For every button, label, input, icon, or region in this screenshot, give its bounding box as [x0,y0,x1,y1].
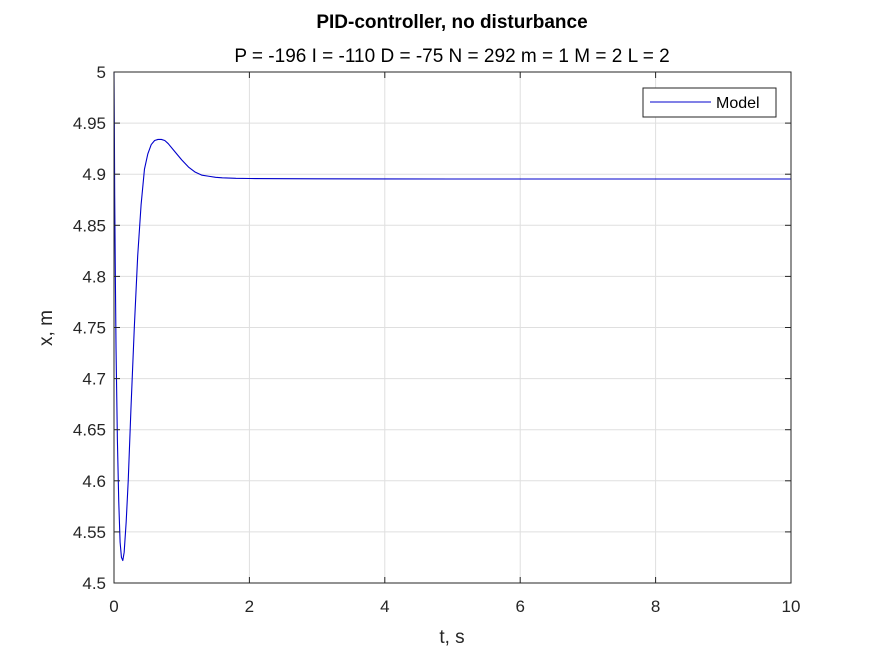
legend-label-model: Model [716,95,760,112]
y-tick-label: 4.75 [73,319,106,338]
x-tick-label: 4 [380,597,389,616]
y-tick-label: 4.7 [82,370,106,389]
y-tick-label: 4.95 [73,114,106,133]
y-tick-label: 4.65 [73,421,106,440]
chart-subtitle: P = -196 I = -110 D = -75 N = 292 m = 1 … [234,46,669,67]
y-tick-label: 4.5 [82,574,106,593]
y-axis-label: x, m [36,310,57,346]
x-tick-label: 6 [515,597,524,616]
x-tick-label: 0 [109,597,118,616]
x-tick-label: 2 [245,597,254,616]
x-tick-labels: 0 2 4 6 8 10 [109,597,800,616]
y-tick-label: 4.8 [82,267,106,286]
series-line-model [113,71,791,562]
x-axis-label: t, s [439,627,464,648]
plot-area [113,71,791,562]
y-tick-label: 5 [97,63,106,82]
x-tick-label: 10 [782,597,801,616]
y-tick-label: 4.85 [73,216,106,235]
x-tick-label: 8 [651,597,660,616]
y-tick-label: 4.6 [82,472,106,491]
legend: Model [642,87,777,118]
ticks [113,71,792,584]
chart-title: PID-controller, no disturbance [316,12,587,33]
y-tick-label: 4.55 [73,523,106,542]
y-tick-labels: 4.5 4.55 4.6 4.65 4.7 4.75 4.8 4.85 4.9 4.95 5 [73,63,106,593]
y-tick-label: 4.9 [82,165,106,184]
